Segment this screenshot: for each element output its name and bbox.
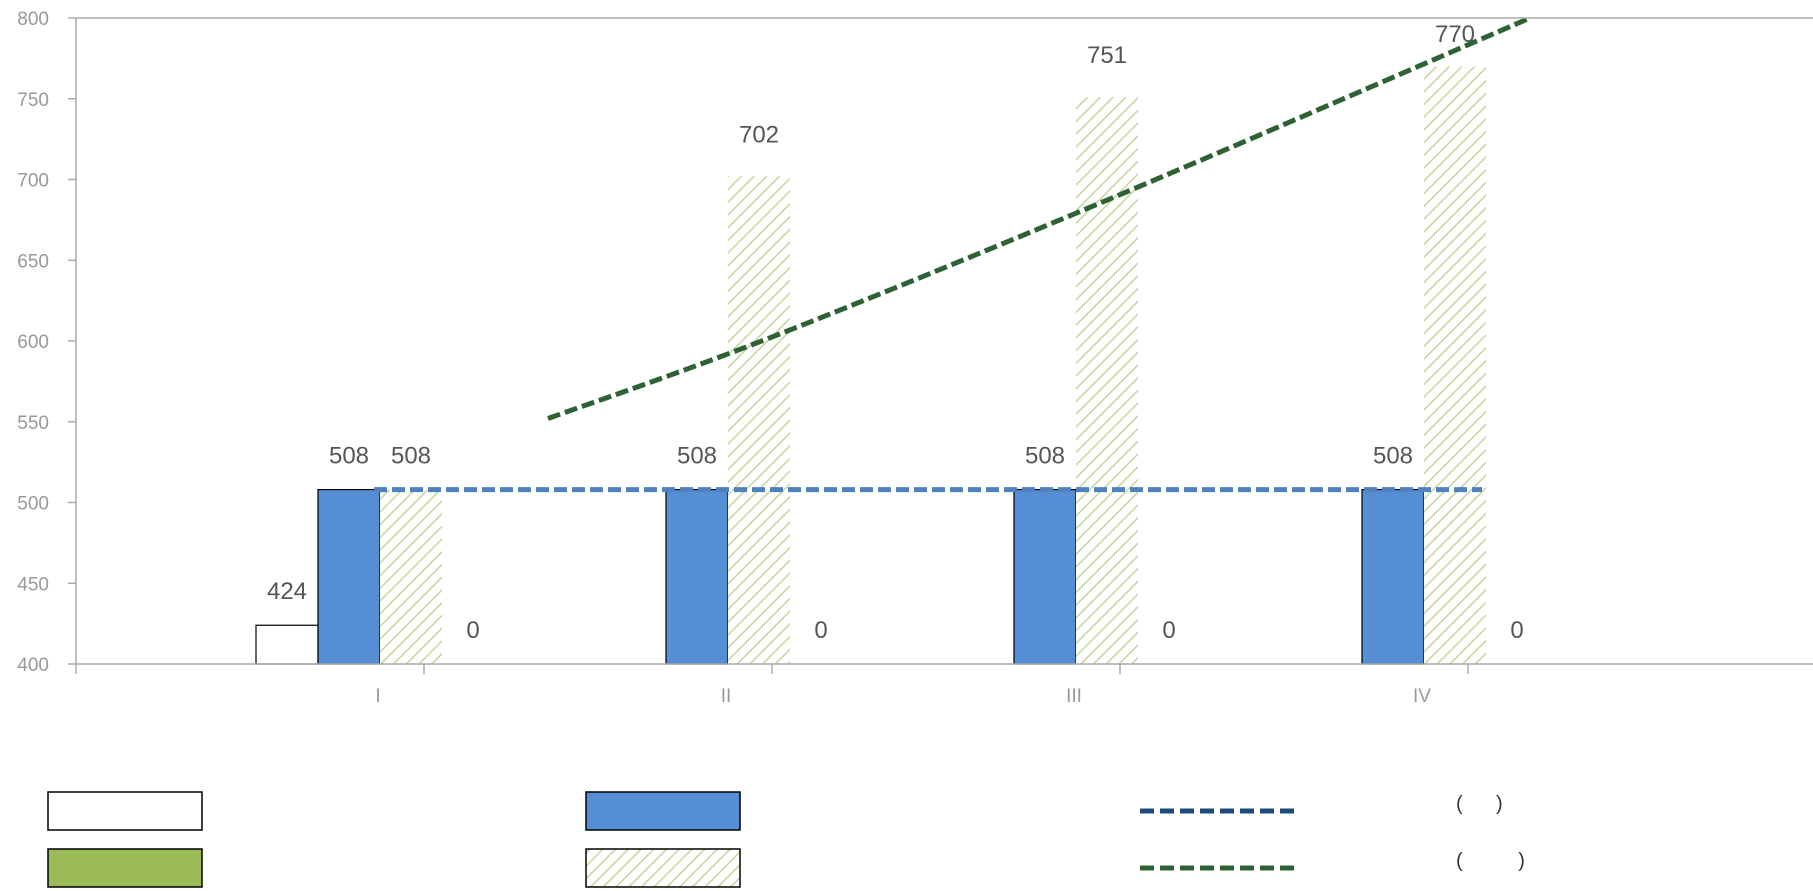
bar-green-hatch-II: [728, 176, 790, 664]
category-label-II: II: [721, 686, 732, 707]
bar-blue-II: [665, 488, 729, 665]
category-label-IV: IV: [1413, 686, 1431, 707]
data-label-blue-II: 508: [677, 443, 717, 470]
data-label-green-solid-I: 0: [466, 617, 479, 644]
data-label-blue-III: 508: [1025, 443, 1065, 470]
data-label-green-hatch-IV: 770: [1435, 21, 1475, 48]
bar-white-outline-I: [255, 624, 319, 665]
legend-label-green-dashed: ( ): [1456, 850, 1525, 872]
data-label-blue-I: 508: [329, 443, 369, 470]
bar-blue-III: [1013, 488, 1077, 665]
data-label-green-hatch-I: 508: [391, 443, 431, 470]
bar-blue-IV: [1361, 488, 1425, 665]
y-tick-label: 500: [17, 494, 49, 515]
data-label-green-solid-IV: 0: [1510, 617, 1523, 644]
y-tick-label: 600: [17, 332, 49, 353]
y-tick-label: 650: [17, 251, 49, 272]
data-label-green-solid-II: 0: [814, 617, 827, 644]
bar-green-hatch-III: [1076, 97, 1138, 664]
line-green-dashed: [547, 15, 1531, 421]
data-label-green-solid-III: 0: [1162, 617, 1175, 644]
legend-swatch-green-hatch: [585, 848, 741, 888]
data-label-green-hatch-III: 751: [1087, 42, 1127, 69]
legend-label-blue-dashed: ( ): [1456, 793, 1503, 815]
bars-layer: [255, 66, 1486, 665]
data-label-green-hatch-II: 702: [739, 121, 779, 148]
y-tick-label: 700: [17, 171, 49, 192]
legend-swatch-green-solid: [47, 848, 203, 888]
category-label-I: I: [375, 686, 380, 707]
bar-green-hatch-I: [380, 489, 442, 664]
lines-layer: [374, 15, 1531, 493]
legend-swatch-white-outline: [47, 791, 203, 831]
legend: ( ) ( ): [47, 791, 1525, 888]
y-tick-label: 800: [17, 9, 49, 30]
bar-green-hatch-IV: [1424, 66, 1486, 664]
labels-layer: 424 508 508 508 508 508 702 751 770 0 0 0 0: [267, 21, 1524, 644]
y-tick-label: 400: [17, 655, 49, 676]
legend-swatch-blue: [585, 791, 741, 831]
y-tick-label: 750: [17, 90, 49, 111]
data-label-blue-IV: 508: [1373, 443, 1413, 470]
y-tick-label: 550: [17, 413, 49, 434]
y-tick-label: 450: [17, 574, 49, 595]
bar-blue-I: [317, 488, 381, 665]
data-label-white-outline-I: 424: [267, 578, 307, 605]
category-label-III: III: [1066, 686, 1082, 707]
